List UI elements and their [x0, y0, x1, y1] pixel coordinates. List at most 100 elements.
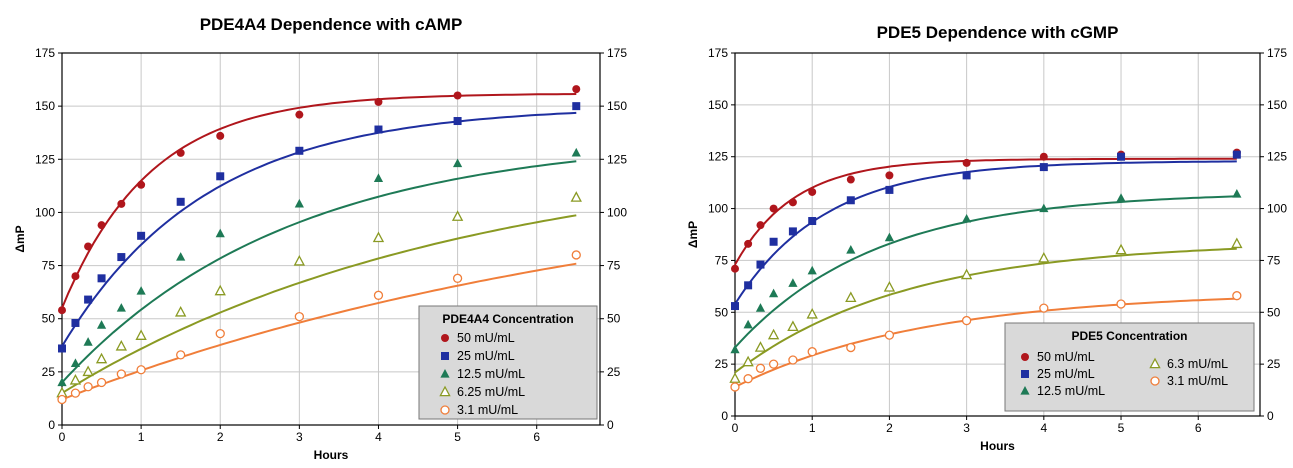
pde4a4-fit-curve-0: [61, 93, 577, 309]
pde5-point-0-5: [808, 187, 817, 196]
pde5-yaxis-label: ΔmP: [686, 221, 700, 248]
pde4a4-point-1-7: [216, 172, 225, 181]
pde4a4-point-4-6: [176, 350, 186, 360]
pde4a4-yaxis-label: ΔmP: [13, 225, 27, 252]
pde5-point-3-0: [729, 372, 741, 383]
pde5-point-0-4: [788, 198, 797, 207]
pde5-point-4-3: [768, 359, 779, 369]
pde4a4-fit-curve-4: [61, 262, 577, 401]
pde5-ytick-label-left-125: 125: [708, 150, 728, 164]
pde5-point-3-11: [1231, 237, 1243, 249]
pde4a4-point-4-8: [294, 311, 305, 322]
pde4a4-point-3-1: [69, 373, 82, 385]
pde4a4-point-4-11: [571, 250, 581, 260]
pde4a4-point-3-3: [95, 352, 108, 364]
pde5-point-2-9: [1039, 203, 1049, 213]
pde5-xtick-label-5: 5: [1118, 421, 1125, 435]
pde5-legend-label-4: 3.1 mU/mL: [1167, 374, 1228, 388]
pde5-ytick-label-left-25: 25: [715, 357, 729, 371]
pde4a4-ytick-label-right-25: 25: [607, 365, 621, 379]
pde4a4-legend-label-2: 12.5 mU/mL: [457, 367, 525, 381]
pde4a4-xtick-label-3: 3: [296, 430, 303, 444]
pde4a4-point-1-5: [137, 231, 146, 240]
pde4a4-point-1-11: [572, 102, 581, 111]
pde5-fit-curve-3: [734, 247, 1237, 374]
pde4a4-point-3-11: [570, 191, 582, 202]
pde5-point-1-5: [808, 217, 817, 226]
pde4a4-point-4-10: [452, 273, 463, 283]
pde5-xtick-label-0: 0: [732, 421, 739, 435]
pde4a4-ytick-label-right-175: 175: [607, 46, 627, 60]
pde5-legend-marker-1: [1021, 370, 1029, 378]
pde4a4-point-1-1: [71, 318, 80, 327]
pde4a4-legend: PDE4A4 Concentration 50 mU/mL 25 mU/mL 12.5…: [418, 305, 598, 420]
pde4a4-point-3-9: [372, 231, 385, 243]
pde5-legend-label-2: 12.5 mU/mL: [1037, 384, 1105, 398]
pde4a4-legend-title: PDE4A4 Concentration: [442, 312, 573, 326]
pde4a4-ytick-label-right-50: 50: [607, 312, 621, 326]
pde5-xtick-label-3: 3: [963, 421, 970, 435]
pde5-point-4-8: [961, 315, 972, 326]
pde5-legend-marker-3: [1149, 357, 1161, 369]
pde4a4-xtick-label-5: 5: [454, 430, 461, 444]
pde5-point-0-7: [885, 171, 894, 180]
pde4a4-point-3-7: [214, 284, 226, 296]
pde4a4-legend-marker-2: [440, 369, 450, 378]
pde5-point-4-7: [884, 330, 895, 340]
pde5-point-2-0: [730, 344, 740, 354]
pde4a4-ytick-label-left-175: 175: [35, 46, 55, 60]
pde5-point-2-7: [884, 232, 895, 242]
pde5-legend-marker-4: [1150, 376, 1160, 386]
pde4a4-point-4-0: [57, 394, 67, 405]
pde5-series-4: [730, 291, 1242, 392]
pde4a4-legend-label-0: 50 mU/mL: [457, 331, 515, 345]
pde5-point-3-1: [742, 355, 754, 367]
pde5-legend-label-3: 6.3 mU/mL: [1167, 357, 1228, 371]
pde4a4-point-0-9: [374, 97, 383, 106]
pde5-point-3-6: [845, 291, 857, 303]
pde4a4-series-0: [58, 85, 581, 315]
pde4a4-legend-marker-1: [441, 352, 449, 360]
pde4a4-point-2-6: [176, 252, 186, 261]
pde4a4-chart-title: PDE4A4 Dependence with cAMP: [200, 15, 463, 34]
pde5-point-1-7: [885, 185, 894, 194]
pde4a4-point-2-0: [57, 377, 67, 387]
pde4a4-xtick-label-4: 4: [375, 430, 382, 444]
pde5-point-1-3: [769, 237, 778, 246]
pde4a4-point-4-2: [83, 382, 93, 392]
pde4a4-point-4-3: [96, 377, 107, 388]
pde4a4-point-4-7: [215, 328, 225, 339]
pde4a4-ytick-label-right-125: 125: [607, 152, 627, 166]
pde4a4-xtick-label-0: 0: [59, 430, 66, 444]
pde4a4-fit-curve-3: [61, 214, 577, 394]
pde4a4-point-2-7: [215, 228, 225, 238]
pde5-ytick-label-right-125: 125: [1267, 150, 1287, 164]
pde5-point-0-8: [962, 158, 971, 167]
pde5-ytick-label-right-150: 150: [1267, 98, 1287, 112]
pde5-xtick-label-2: 2: [886, 421, 893, 435]
pde4a4-fit-curve-1: [61, 111, 577, 347]
pde5-point-3-3: [767, 328, 780, 340]
pde5-point-3-7: [883, 281, 896, 292]
pde5-ytick-label-right-0: 0: [1267, 409, 1274, 423]
pde5-ytick-label-left-100: 100: [708, 202, 728, 216]
pde4a4-point-3-5: [135, 329, 147, 340]
pde5-ytick-label-right-175: 175: [1267, 46, 1287, 60]
pde5-series-3: [729, 237, 1243, 383]
pde5-point-1-4: [788, 227, 797, 236]
pde5-point-3-4: [787, 320, 799, 332]
pde4a4-point-0-5: [137, 180, 146, 189]
pde5-ytick-label-left-150: 150: [708, 98, 728, 112]
pde5-point-3-10: [1115, 243, 1127, 255]
pde5-point-4-5: [807, 347, 817, 357]
pde5-legend: PDE5 Concentration 50 mU/mL 25 mU/mL 12.5 m…: [1004, 322, 1255, 412]
pde5-point-1-8: [962, 171, 971, 180]
pde4a4-point-4-9: [373, 290, 384, 300]
pde5-point-3-5: [806, 307, 818, 319]
pde4a4-xtick-label-1: 1: [138, 430, 145, 444]
pde5-point-2-11: [1232, 189, 1242, 198]
pde4a4-ytick-label-right-150: 150: [607, 99, 627, 113]
pde5-point-4-10: [1116, 299, 1126, 309]
pde5-point-2-8: [962, 213, 972, 223]
